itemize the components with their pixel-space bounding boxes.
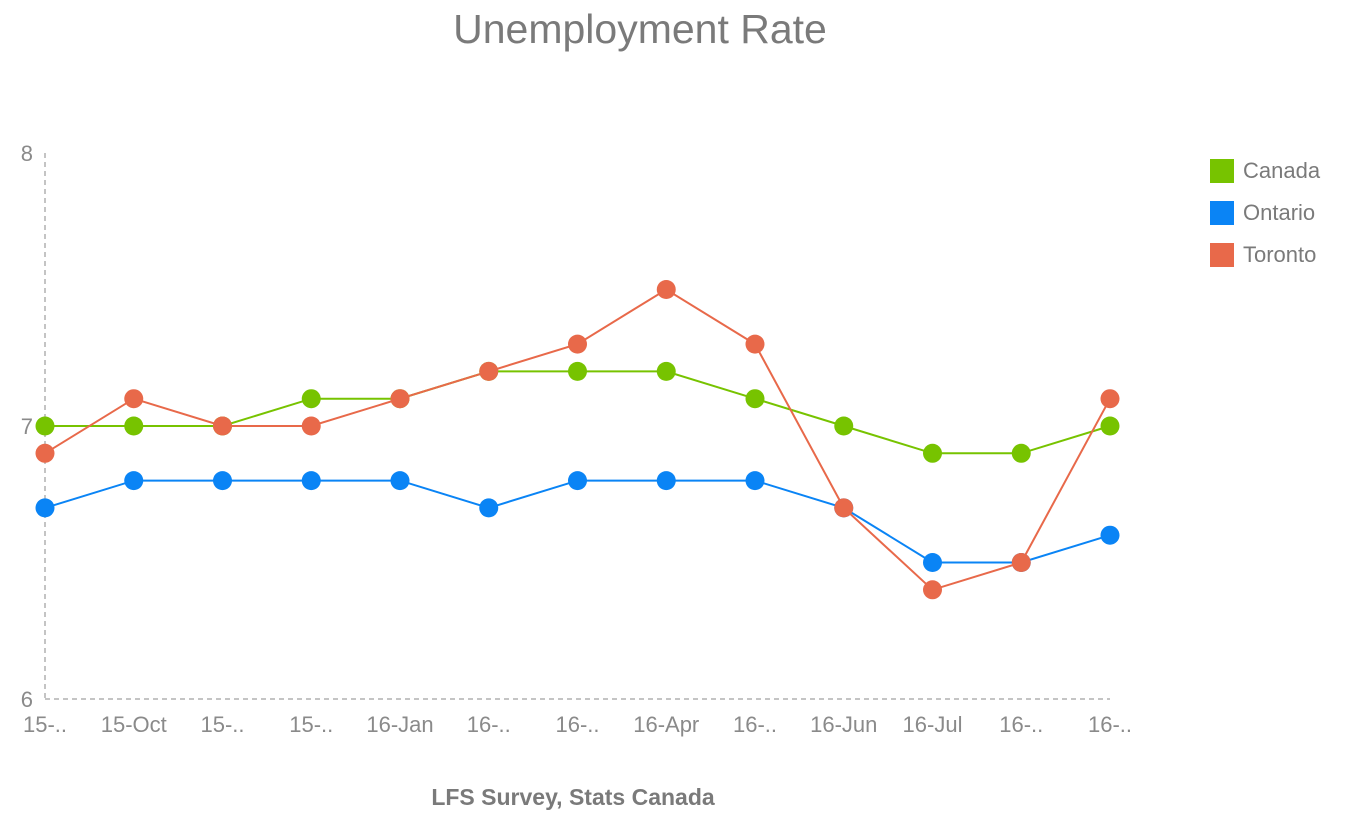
ontario-line (44, 479, 1111, 564)
legend-item-ontario: Ontario (1210, 192, 1320, 234)
chart-title: Unemployment Rate (453, 6, 827, 52)
x-tick-label: 16-.. (999, 712, 1043, 737)
y-tick-label: 8 (21, 141, 33, 166)
toronto-point (479, 361, 499, 381)
canada-point (568, 361, 587, 381)
ontario-point (390, 471, 410, 491)
canada-point (1011, 443, 1031, 463)
canada-point (834, 416, 854, 436)
x-tick-label: 15-.. (289, 712, 333, 737)
toronto-line (44, 288, 1111, 591)
ontario-point (35, 498, 55, 518)
legend-item-canada: Canada (1210, 150, 1320, 192)
x-tick-label: 15-Oct (101, 712, 167, 737)
x-tick-label: 16-.. (1088, 712, 1132, 737)
ontario-point (1100, 525, 1120, 545)
ontario-point (301, 471, 321, 491)
canada-point (656, 361, 676, 381)
legend-swatch-ontario (1210, 201, 1234, 225)
ontario-point (213, 471, 232, 491)
toronto-point (745, 334, 765, 354)
x-tick-label: 16-Jan (366, 712, 433, 737)
chart-series (35, 280, 1120, 600)
y-axis-ticks: 6 7 8 (21, 141, 33, 712)
x-tick-label: 16-.. (467, 712, 511, 737)
toronto-point (124, 389, 144, 409)
canada-line (45, 370, 1111, 455)
canada-point (1100, 416, 1120, 436)
toronto-point (35, 443, 55, 463)
canada-point (745, 389, 765, 409)
toronto-series (35, 280, 1120, 600)
ontario-point (479, 498, 499, 518)
ontario-point (568, 471, 587, 491)
canada-point (124, 416, 144, 436)
x-tick-label: 15-.. (200, 712, 244, 737)
legend-label-toronto: Toronto (1243, 242, 1317, 267)
x-tick-label: 16-Jun (810, 712, 877, 737)
canada-point (301, 389, 321, 409)
legend-item-toronto: Toronto (1210, 234, 1320, 276)
x-tick-label: 16-.. (733, 712, 777, 737)
legend-label-ontario: Ontario (1243, 200, 1316, 225)
legend-swatch-toronto (1210, 243, 1234, 267)
x-axis-label: LFS Survey, Stats Canada (431, 784, 715, 810)
ontario-series (35, 471, 1120, 572)
chart-legend: Canada Ontario Toronto (1210, 150, 1320, 276)
canada-series (35, 361, 1120, 463)
ontario-point (124, 471, 144, 491)
toronto-point (390, 389, 410, 409)
ontario-point (656, 471, 676, 491)
toronto-point (1011, 553, 1031, 572)
toronto-point (656, 280, 676, 299)
canada-point (35, 416, 55, 436)
toronto-point (923, 580, 942, 600)
toronto-point (834, 498, 854, 518)
toronto-point (1100, 389, 1120, 409)
toronto-point (301, 416, 321, 436)
canada-point (923, 443, 942, 463)
legend-label-canada: Canada (1243, 158, 1321, 183)
y-tick-label: 6 (21, 687, 33, 712)
toronto-point (213, 416, 232, 436)
x-tick-label: 16-Apr (633, 712, 699, 737)
ontario-point (923, 553, 942, 572)
x-tick-label: 16-Jul (903, 712, 963, 737)
x-tick-label: 16-.. (555, 712, 599, 737)
x-tick-label: 15-.. (23, 712, 67, 737)
legend-swatch-canada (1210, 159, 1234, 183)
x-axis-ticks: 15-.. 15-Oct 15-.. 15-.. 16-Jan 16-.. 16-.. 16-… (23, 712, 1132, 737)
y-tick-label: 7 (21, 414, 33, 439)
toronto-point (568, 334, 587, 354)
ontario-point (745, 471, 765, 491)
